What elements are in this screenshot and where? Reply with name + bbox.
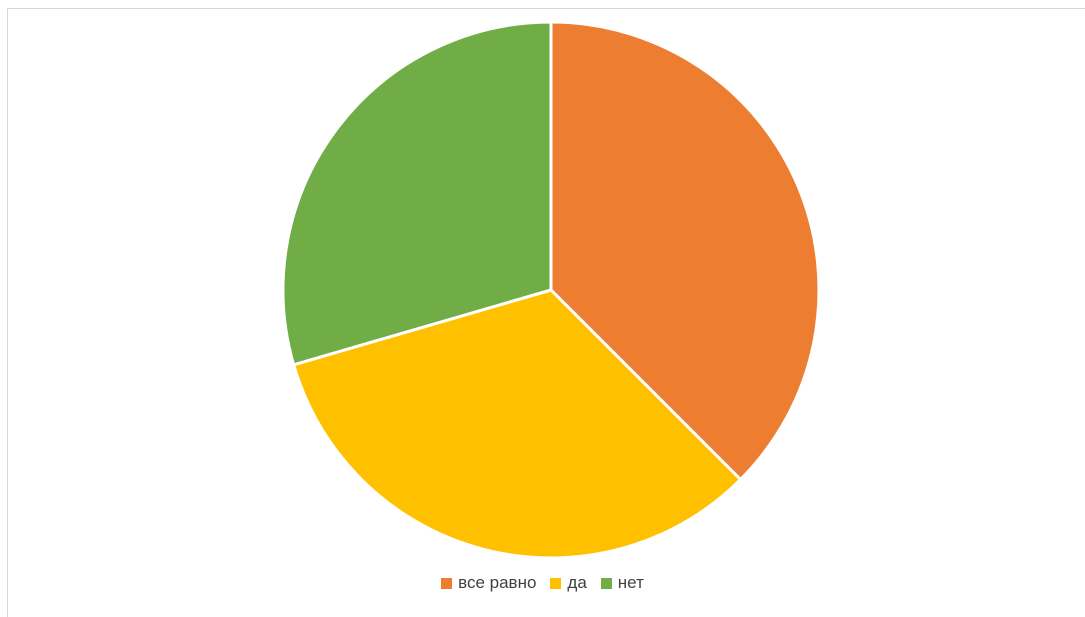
- pie-slice-net: [281, 20, 553, 367]
- legend-item-net: нет: [600, 573, 644, 593]
- legend: все равно да нет: [0, 571, 1085, 595]
- legend-swatch-net: [600, 577, 612, 589]
- legend-label-vse-ravno: все равно: [458, 573, 537, 592]
- legend-label-net: нет: [617, 573, 644, 592]
- legend-swatch-vse-ravno: [441, 577, 453, 589]
- legend-item-da: да: [550, 573, 587, 593]
- legend-swatch-da: [550, 577, 562, 589]
- legend-label-da: да: [567, 573, 587, 592]
- legend-item-vse-ravno: все равно: [441, 573, 536, 593]
- pie-slice-vse-ravno: [549, 20, 821, 481]
- pie-slice-da: [292, 288, 742, 560]
